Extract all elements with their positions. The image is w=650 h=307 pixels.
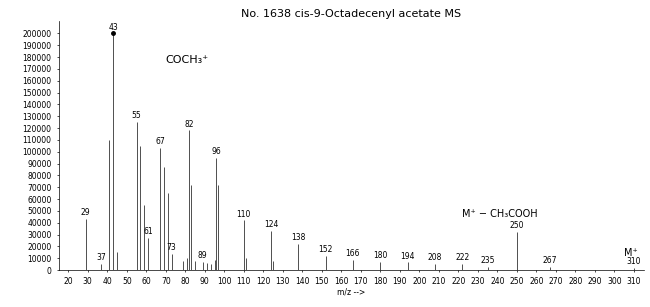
Text: 152: 152 bbox=[318, 245, 333, 254]
Text: 222: 222 bbox=[455, 253, 469, 262]
Text: 73: 73 bbox=[167, 243, 177, 252]
Text: 138: 138 bbox=[291, 233, 305, 242]
Text: 250: 250 bbox=[510, 221, 524, 231]
Text: 43: 43 bbox=[108, 22, 118, 32]
Text: 194: 194 bbox=[400, 252, 415, 261]
Text: 89: 89 bbox=[198, 251, 207, 260]
Text: 208: 208 bbox=[428, 254, 442, 262]
Text: 37: 37 bbox=[97, 254, 107, 262]
Text: 96: 96 bbox=[212, 147, 221, 156]
Text: 29: 29 bbox=[81, 208, 90, 217]
Text: 82: 82 bbox=[185, 120, 194, 129]
Text: M⁺: M⁺ bbox=[624, 248, 638, 258]
Text: 310: 310 bbox=[627, 257, 641, 266]
Text: 235: 235 bbox=[480, 256, 495, 265]
Text: 267: 267 bbox=[543, 256, 557, 266]
Text: 55: 55 bbox=[131, 111, 142, 120]
Text: M⁺ − CH₃COOH: M⁺ − CH₃COOH bbox=[462, 209, 538, 219]
Text: 180: 180 bbox=[373, 251, 387, 260]
Text: 61: 61 bbox=[144, 227, 153, 236]
X-axis label: m/z -->: m/z --> bbox=[337, 287, 365, 297]
Text: COCH₃⁺: COCH₃⁺ bbox=[166, 55, 209, 65]
Text: 166: 166 bbox=[346, 249, 360, 258]
Text: 124: 124 bbox=[264, 220, 278, 229]
Text: 110: 110 bbox=[237, 210, 251, 219]
Title: No. 1638 cis-9-Octadecenyl acetate MS: No. 1638 cis-9-Octadecenyl acetate MS bbox=[241, 9, 461, 19]
Text: 67: 67 bbox=[155, 138, 165, 146]
